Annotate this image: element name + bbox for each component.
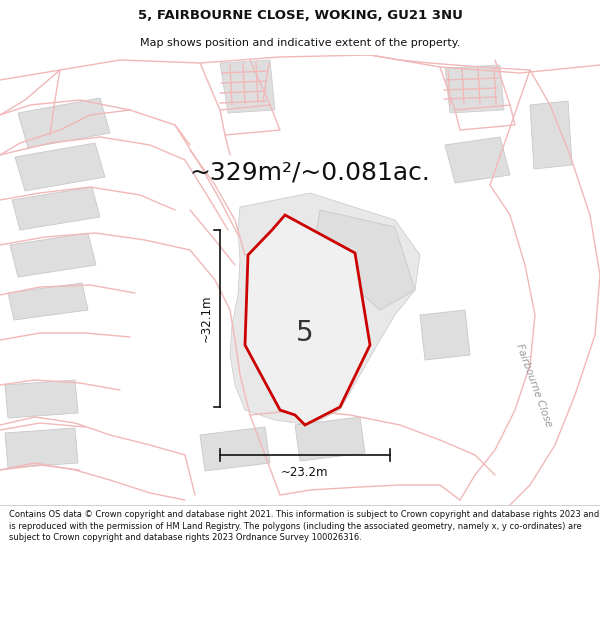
Polygon shape <box>315 210 415 310</box>
Text: ~32.1m: ~32.1m <box>199 295 212 343</box>
Text: Contains OS data © Crown copyright and database right 2021. This information is : Contains OS data © Crown copyright and d… <box>9 510 599 542</box>
Polygon shape <box>220 60 275 113</box>
Text: Fairbourne Close: Fairbourne Close <box>514 342 554 428</box>
Polygon shape <box>15 143 105 191</box>
Polygon shape <box>12 187 100 230</box>
Text: 5: 5 <box>296 319 314 347</box>
Polygon shape <box>8 283 88 320</box>
Polygon shape <box>420 310 470 360</box>
Text: 5, FAIRBOURNE CLOSE, WOKING, GU21 3NU: 5, FAIRBOURNE CLOSE, WOKING, GU21 3NU <box>137 9 463 22</box>
Polygon shape <box>530 101 572 169</box>
Text: ~23.2m: ~23.2m <box>281 466 329 479</box>
Polygon shape <box>5 380 78 418</box>
Polygon shape <box>200 427 270 471</box>
Text: Map shows position and indicative extent of the property.: Map shows position and indicative extent… <box>140 38 460 48</box>
Polygon shape <box>230 193 420 425</box>
Polygon shape <box>295 417 365 461</box>
Polygon shape <box>5 428 78 468</box>
Polygon shape <box>10 233 96 277</box>
Polygon shape <box>445 137 510 183</box>
Text: ~329m²/~0.081ac.: ~329m²/~0.081ac. <box>190 161 430 185</box>
Polygon shape <box>18 98 110 148</box>
Polygon shape <box>245 215 370 425</box>
Polygon shape <box>445 65 504 113</box>
